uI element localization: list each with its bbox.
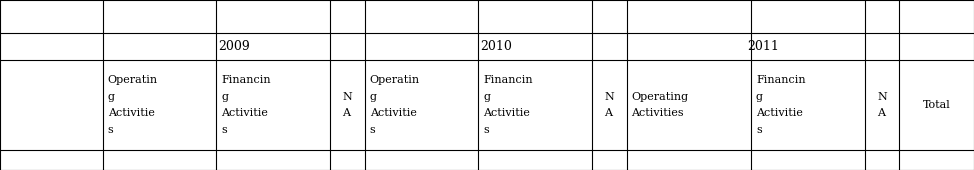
Text: 2011: 2011 [747,40,779,53]
Text: N
A: N A [605,92,615,118]
Text: 2009: 2009 [218,40,249,53]
Text: Financin
g
Activitie
s: Financin g Activitie s [483,75,533,135]
Text: Financin
g
Activitie
s: Financin g Activitie s [221,75,271,135]
Text: 2010: 2010 [480,40,511,53]
Text: Operatin
g
Activitie
s: Operatin g Activitie s [108,75,158,135]
Text: Financin
g
Activitie
s: Financin g Activitie s [756,75,805,135]
Text: Operating
Activities: Operating Activities [631,92,689,118]
Text: Total: Total [922,100,951,110]
Text: N
A: N A [343,92,353,118]
Text: Operatin
g
Activitie
s: Operatin g Activitie s [369,75,420,135]
Text: N
A: N A [878,92,887,118]
